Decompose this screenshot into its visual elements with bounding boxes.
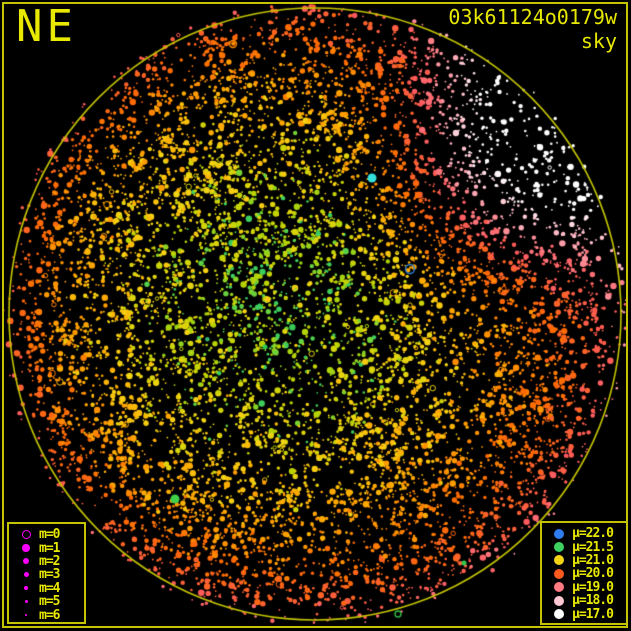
size-legend-label: m=6 — [39, 607, 61, 623]
size-legend-row: m=6 — [13, 607, 84, 623]
brightness-legend-label: μ=22.0 — [572, 526, 614, 542]
m3-marker-icon — [13, 572, 39, 578]
corner-label-ne: NE — [16, 1, 77, 52]
m0-marker-icon — [13, 530, 39, 540]
size-legend-row: m=4 — [13, 580, 84, 596]
size-legend-row: m=3 — [13, 567, 84, 583]
mu21-5-marker-icon — [546, 542, 572, 553]
mu20-marker-icon — [546, 568, 572, 579]
size-legend-label: m=1 — [39, 540, 61, 556]
m5-marker-icon — [13, 600, 39, 604]
size-legend-row: m=1 — [13, 540, 84, 556]
m2-marker-icon — [13, 558, 39, 565]
brightness-legend-label: μ=21.0 — [572, 552, 614, 568]
brightness-legend-row: μ=18.0 — [546, 593, 626, 609]
size-legend-row: m=5 — [13, 594, 84, 610]
brightness-legend-row: μ=20.0 — [546, 566, 626, 582]
mu22-marker-icon — [546, 528, 572, 539]
size-legend-row: m=2 — [13, 553, 84, 569]
brightness-legend: μ=22.0 μ=21.5 μ=21.0 μ=20.0 μ=19.0 μ=18.… — [540, 521, 628, 625]
size-legend-label: m=0 — [39, 527, 61, 543]
size-legend-label: m=4 — [39, 580, 61, 596]
brightness-legend-label: μ=17.0 — [572, 606, 614, 622]
m6-marker-icon — [13, 614, 39, 616]
brightness-legend-label: μ=21.5 — [572, 539, 614, 555]
brightness-legend-row: μ=17.0 — [546, 606, 626, 622]
brightness-legend-row: μ=21.0 — [546, 552, 626, 568]
mu19-marker-icon — [546, 582, 572, 593]
plot-title: 03k61124o0179w — [448, 5, 617, 29]
brightness-legend-label: μ=18.0 — [572, 593, 614, 609]
m1-marker-icon — [13, 544, 39, 552]
plot-subtitle: sky — [580, 29, 617, 53]
brightness-legend-row: μ=19.0 — [546, 579, 626, 595]
brightness-legend-row: μ=22.0 — [546, 526, 626, 542]
size-legend-label: m=3 — [39, 567, 61, 583]
mu18-marker-icon — [546, 595, 572, 606]
size-legend-label: m=5 — [39, 594, 61, 610]
size-legend-label: m=2 — [39, 553, 61, 569]
brightness-legend-label: μ=19.0 — [572, 579, 614, 595]
size-legend: m=0 m=1 m=2 m=3 m=4 m=5 m=6 — [7, 522, 86, 624]
brightness-legend-label: μ=20.0 — [572, 566, 614, 582]
size-legend-row: m=0 — [13, 527, 84, 543]
m4-marker-icon — [13, 586, 39, 591]
mu21-marker-icon — [546, 555, 572, 566]
title-block: 03k61124o0179w sky — [448, 5, 617, 53]
brightness-legend-row: μ=21.5 — [546, 539, 626, 555]
mu17-marker-icon — [546, 609, 572, 620]
